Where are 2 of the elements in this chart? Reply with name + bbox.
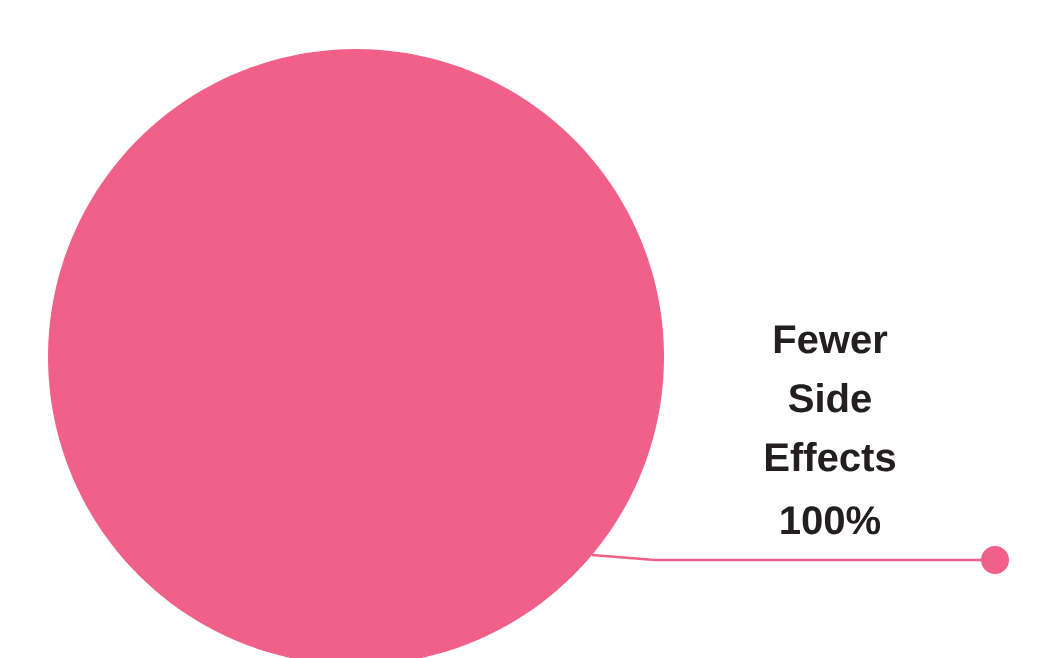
- data-label: 100%: [781, 506, 881, 535]
- slice-label: Fewer Side Effects: [766, 325, 896, 472]
